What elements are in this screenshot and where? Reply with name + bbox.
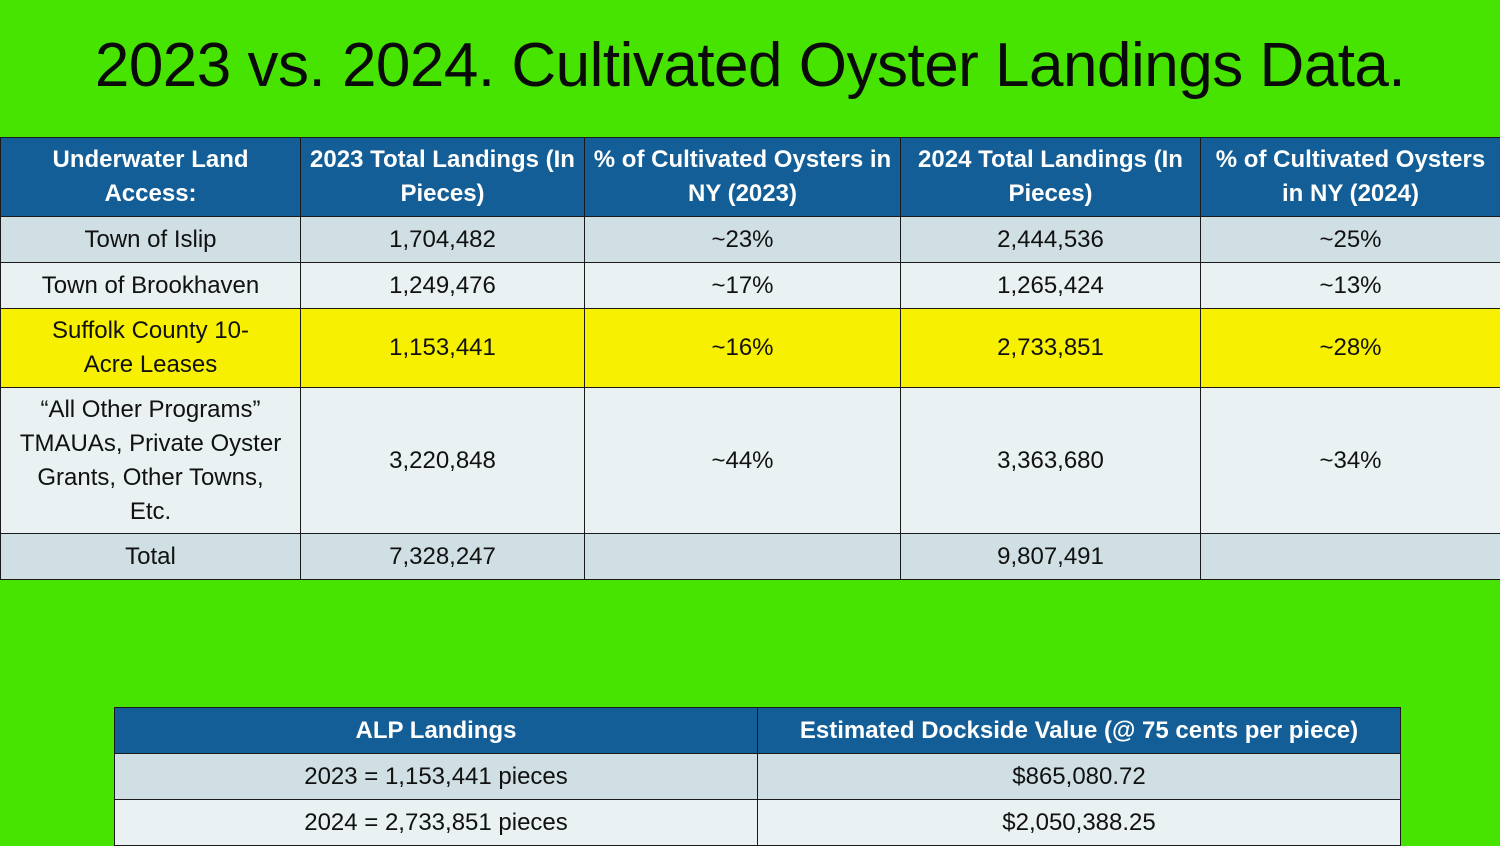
header-land-access: Underwater Land Access:: [1, 138, 301, 217]
cell-pct-2023: [585, 534, 901, 580]
cell-pct-2024: ~28%: [1201, 309, 1500, 388]
cell-pct-2023: ~23%: [585, 217, 901, 263]
header-landings-2024: 2024 Total Landings (In Pieces): [901, 138, 1201, 217]
alp-value-table: ALP Landings Estimated Dockside Value (@…: [114, 707, 1401, 846]
cell-access: “All Other Programs” TMAUAs, Private Oys…: [1, 388, 301, 534]
cell-landings-2023: 1,704,482: [301, 217, 585, 263]
header-alp-landings: ALP Landings: [115, 708, 758, 754]
cell-alp-landings: 2023 = 1,153,441 pieces: [115, 754, 758, 800]
cell-pct-2023: ~44%: [585, 388, 901, 534]
table-row-total: Total 7,328,247 9,807,491: [1, 534, 1500, 580]
cell-access: Town of Islip: [1, 217, 301, 263]
cell-access: Town of Brookhaven: [1, 263, 301, 309]
table-row: “All Other Programs” TMAUAs, Private Oys…: [1, 388, 1500, 534]
header-dockside-value: Estimated Dockside Value (@ 75 cents per…: [758, 708, 1401, 754]
slide-title: 2023 vs. 2024. Cultivated Oyster Landing…: [0, 26, 1500, 106]
cell-pct-2024: ~13%: [1201, 263, 1500, 309]
table-header-row: ALP Landings Estimated Dockside Value (@…: [115, 708, 1401, 754]
cell-dockside-value: $2,050,388.25: [758, 800, 1401, 846]
table-row: 2024 = 2,733,851 pieces $2,050,388.25: [115, 800, 1401, 846]
cell-landings-2023: 1,249,476: [301, 263, 585, 309]
cell-landings-2023: 3,220,848: [301, 388, 585, 534]
table-row: Town of Islip 1,704,482 ~23% 2,444,536 ~…: [1, 217, 1500, 263]
cell-landings-2024: 2,733,851: [901, 309, 1201, 388]
cell-pct-2024: [1201, 534, 1500, 580]
cell-landings-2024: 2,444,536: [901, 217, 1201, 263]
table-header-row: Underwater Land Access: 2023 Total Landi…: [1, 138, 1500, 217]
cell-landings-2023: 1,153,441: [301, 309, 585, 388]
table-row: Town of Brookhaven 1,249,476 ~17% 1,265,…: [1, 263, 1500, 309]
cell-access: Suffolk County 10-Acre Leases: [1, 309, 301, 388]
cell-landings-2024: 3,363,680: [901, 388, 1201, 534]
cell-pct-2023: ~17%: [585, 263, 901, 309]
cell-landings-2024: 9,807,491: [901, 534, 1201, 580]
cell-alp-landings: 2024 = 2,733,851 pieces: [115, 800, 758, 846]
cell-pct-2023: ~16%: [585, 309, 901, 388]
header-pct-2023: % of Cultivated Oysters in NY (2023): [585, 138, 901, 217]
cell-landings-2024: 1,265,424: [901, 263, 1201, 309]
cell-pct-2024: ~34%: [1201, 388, 1500, 534]
cell-pct-2024: ~25%: [1201, 217, 1500, 263]
cell-access: Total: [1, 534, 301, 580]
table-row: 2023 = 1,153,441 pieces $865,080.72: [115, 754, 1401, 800]
cell-landings-2023: 7,328,247: [301, 534, 585, 580]
header-pct-2024: % of Cultivated Oysters in NY (2024): [1201, 138, 1500, 217]
table-row-highlighted: Suffolk County 10-Acre Leases 1,153,441 …: [1, 309, 1500, 388]
cell-dockside-value: $865,080.72: [758, 754, 1401, 800]
header-landings-2023: 2023 Total Landings (In Pieces): [301, 138, 585, 217]
landings-table: Underwater Land Access: 2023 Total Landi…: [0, 137, 1500, 580]
